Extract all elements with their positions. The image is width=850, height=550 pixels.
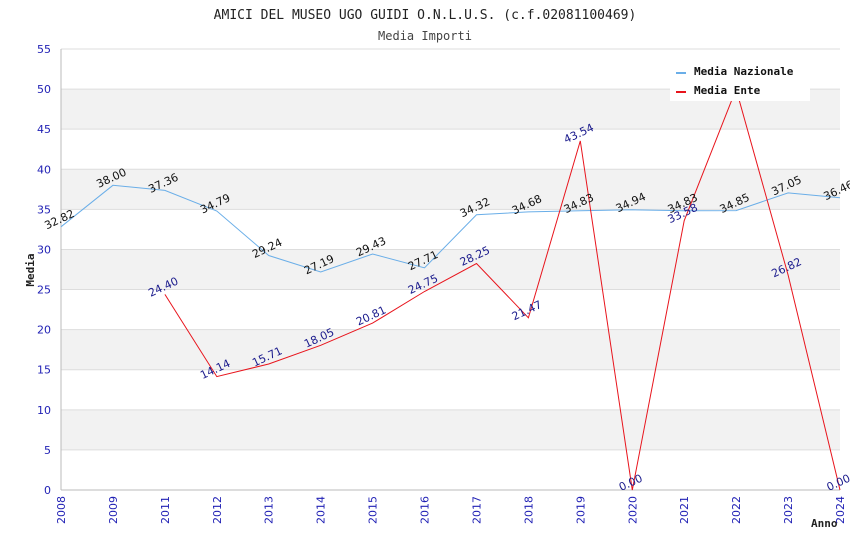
y-axis-label: Media: [24, 253, 37, 286]
x-tick-label: 2023: [782, 496, 795, 524]
x-tick-label: 2015: [367, 496, 380, 524]
x-tick-label: 2022: [730, 496, 743, 524]
axes: [60, 49, 840, 491]
x-tick-label: 2009: [107, 496, 120, 524]
series-lines: [60, 87, 841, 491]
y-tick-label: 40: [37, 163, 51, 176]
x-tick-label: 2019: [574, 496, 587, 524]
y-tick-label: 20: [37, 324, 51, 337]
x-tick-label: 2021: [678, 496, 691, 524]
series-line-1: [164, 87, 841, 491]
legend-label-ente: Media Ente: [694, 84, 761, 97]
series-line-0: [60, 184, 841, 273]
x-tick-label: 2011: [159, 496, 172, 524]
grid-band: [61, 169, 840, 210]
x-tick-label: 2012: [211, 496, 224, 524]
x-tick-labels: 2008 2009 2011 2012 2013 2014 2015 2016 2017 2018…: [55, 496, 847, 524]
x-tick-label: 2013: [263, 496, 276, 524]
data-label: 21.47: [510, 298, 544, 323]
y-tick-labels: 0 5 10 15 20 25 30 35 40 45 50 55: [37, 43, 51, 497]
grid-bands: [61, 48, 840, 491]
x-tick-label: 2018: [522, 496, 535, 524]
x-tick-label: 2020: [626, 496, 639, 524]
data-label: 0.00: [617, 472, 645, 494]
y-tick-label: 25: [37, 284, 51, 297]
y-tick-label: 55: [37, 43, 51, 56]
chart-title: AMICI DEL MUSEO UGO GUIDI O.N.L.U.S. (c.…: [214, 8, 637, 23]
x-tick-label: 2014: [315, 496, 328, 524]
grid-band: [61, 249, 840, 290]
x-tick-label: 2024: [834, 496, 847, 524]
data-label: 0.00: [825, 472, 850, 494]
y-tick-label: 0: [44, 484, 51, 497]
y-tick-label: 5: [44, 444, 51, 457]
y-tick-label: 15: [37, 364, 51, 377]
y-tick-label: 45: [37, 123, 51, 136]
y-tick-label: 35: [37, 203, 51, 216]
x-axis-label: Anno: [811, 517, 838, 530]
legend-label-nazionale: Media Nazionale: [694, 65, 794, 78]
chart-subtitle: Media Importi: [378, 29, 472, 43]
legend: Media Nazionale Media Ente: [670, 60, 810, 101]
x-tick-label: 2016: [419, 496, 432, 524]
y-tick-label: 50: [37, 83, 51, 96]
y-tick-label: 10: [37, 404, 51, 417]
x-tick-label: 2008: [55, 496, 68, 524]
x-tick-label: 2017: [470, 496, 483, 524]
legend-box: [670, 60, 810, 101]
grid-band: [61, 329, 840, 370]
data-label: 20.81: [354, 303, 388, 328]
grid-band: [61, 409, 840, 450]
y-tick-label: 30: [37, 243, 51, 256]
